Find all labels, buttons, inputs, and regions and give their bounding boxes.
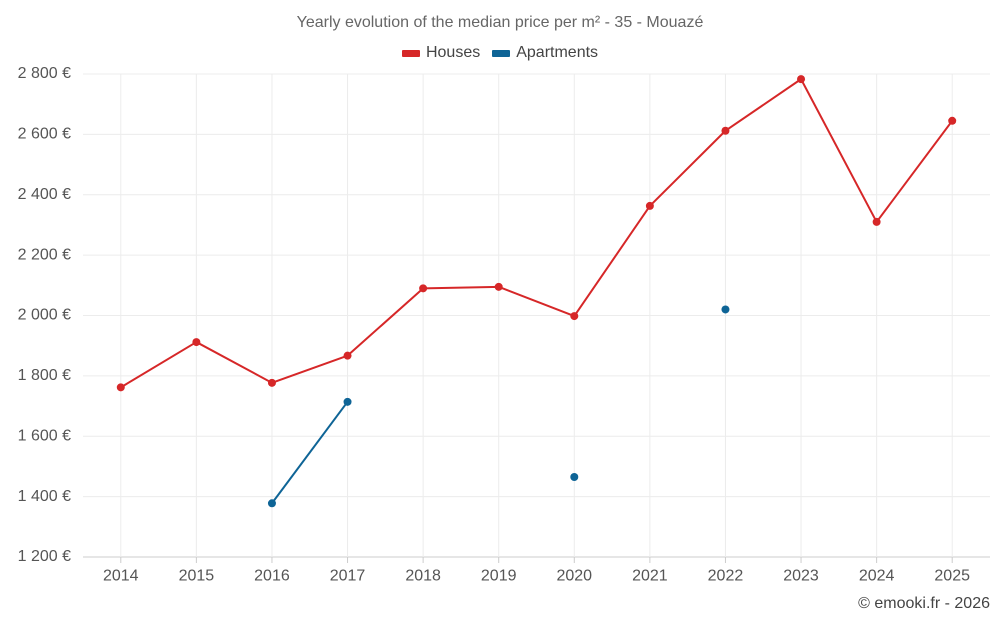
x-tick-label: 2023 [783, 567, 819, 584]
legend-item-apartments[interactable]: Apartments [492, 44, 598, 62]
data-point-apartments [267, 499, 276, 508]
x-tick-label: 2014 [103, 567, 139, 584]
data-point-apartments [343, 397, 352, 406]
x-tick-label: 2017 [330, 567, 366, 584]
series-line-houses [120, 78, 954, 389]
x-tick-label: 2024 [859, 567, 895, 584]
data-point-houses [419, 284, 428, 293]
legend-swatch-apartments [492, 49, 511, 57]
data-point-houses [116, 383, 125, 392]
data-point-houses [570, 312, 579, 321]
y-tick-label: 1 600 € [18, 427, 71, 444]
x-tick-label: 2015 [179, 567, 215, 584]
legend: Houses Apartments [0, 44, 1000, 62]
data-point-houses [948, 116, 957, 125]
y-tick-label: 2 200 € [18, 246, 71, 263]
data-point-houses [872, 217, 881, 226]
y-tick-label: 2 800 € [18, 65, 71, 82]
y-tick-label: 1 800 € [18, 367, 71, 384]
x-tick-label: 2018 [405, 567, 441, 584]
legend-label-apartments: Apartments [516, 44, 599, 61]
y-tick-label: 2 400 € [18, 186, 71, 203]
data-point-apartments [721, 305, 730, 314]
legend-label-houses: Houses [425, 44, 481, 61]
credit-text: © emooki.fr - 2026 [858, 595, 990, 612]
data-point-houses [797, 75, 806, 84]
legend-item-houses[interactable]: Houses [401, 44, 481, 62]
y-tick-label: 1 400 € [18, 488, 71, 505]
series-line-apartments [271, 401, 349, 504]
x-tick-label: 2020 [556, 567, 592, 584]
x-tick-label: 2021 [632, 567, 668, 584]
data-point-houses [192, 338, 201, 347]
y-tick-label: 2 600 € [18, 126, 71, 143]
data-point-houses [494, 282, 503, 291]
x-tick-label: 2019 [481, 567, 517, 584]
data-point-houses [343, 351, 352, 360]
chart-title: Yearly evolution of the median price per… [296, 14, 704, 31]
y-tick-label: 1 200 € [18, 548, 71, 565]
data-point-houses [645, 201, 654, 210]
legend-swatch-houses [401, 49, 420, 57]
y-tick-label: 2 000 € [18, 307, 71, 324]
data-point-apartments [570, 473, 579, 482]
data-point-houses [267, 378, 276, 387]
x-tick-label: 2022 [708, 567, 744, 584]
x-tick-label: 2016 [254, 567, 290, 584]
x-tick-label: 2025 [934, 567, 970, 584]
data-point-houses [721, 126, 730, 135]
